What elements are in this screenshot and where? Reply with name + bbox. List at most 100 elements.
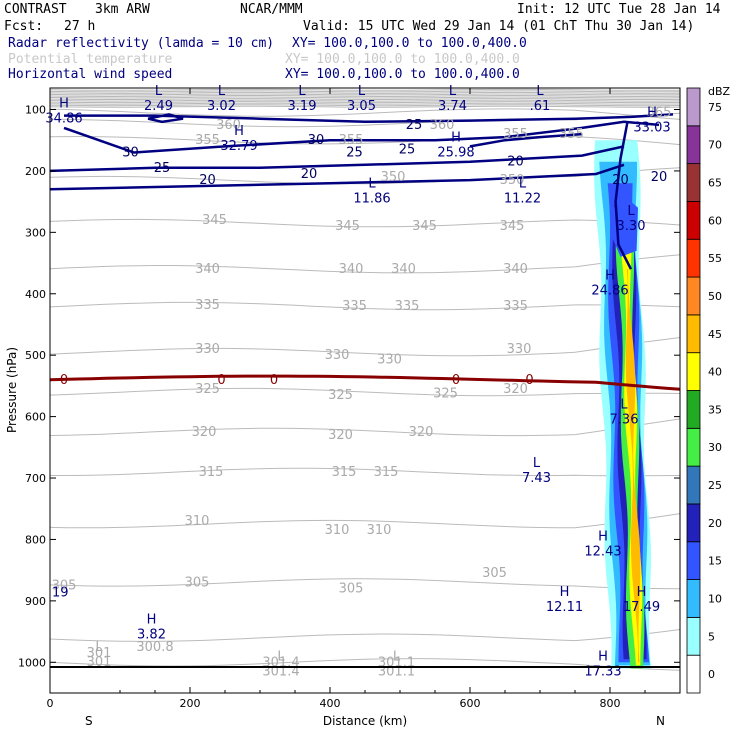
colorbar-swatch (686, 390, 701, 429)
field-2-xy: XY= 100.0,100.0 to 100.0,400.0 (285, 52, 520, 67)
x-tick-label: 400 (320, 697, 341, 710)
extremum-value: 11.86 (353, 191, 390, 206)
colorbar-label: 0 (708, 668, 715, 681)
y-axis-label: Pressure (hPa) (5, 347, 19, 433)
wind-contour (147, 113, 184, 124)
wind-label: 30 (308, 133, 325, 148)
theta-label: 315 (374, 465, 399, 480)
extremum-kind: L (277, 649, 285, 664)
theta-contour (49, 254, 681, 274)
wind-contour (49, 163, 625, 191)
colorbar-swatch (686, 654, 701, 694)
field-3-xy: XY= 100.0,100.0 to 100.0,400.0 (285, 67, 520, 82)
extremum-value: 25.98 (437, 145, 474, 160)
extremum-value: 12.43 (584, 545, 621, 560)
y-tick-label: 800 (25, 533, 46, 546)
freezing-level-label: 0 (217, 373, 225, 388)
colorbar-swatch (686, 579, 701, 618)
theta-contour (49, 658, 681, 671)
theta-label: 310 (325, 523, 350, 538)
theta-dense-line (49, 105, 681, 108)
theta-contour (49, 629, 681, 642)
theta-label: 330 (325, 348, 350, 363)
theta-label: 340 (195, 262, 220, 277)
field-1-name: Radar reflectivity (lamda = 10 cm) (8, 36, 274, 51)
theta-label: 300.8 (136, 640, 173, 655)
theta-dense-line (49, 101, 681, 104)
x-end-left: S (85, 714, 93, 728)
wind-label: 20 (612, 173, 629, 188)
extremum-kind: L (620, 397, 628, 412)
fcst-label: Fcst: (4, 19, 43, 34)
extremum-value: 7.36 (610, 412, 639, 427)
extremum-kind: H (147, 612, 157, 627)
theta-label: 315 (332, 465, 357, 480)
colorbar-swatch (686, 616, 701, 656)
extrema-labels: L2.49L3.02L3.19L3.05L3.74L.61H34.86H32.7… (45, 84, 670, 679)
y-tick-label: 1000 (18, 656, 46, 669)
y-tick-label: 300 (25, 226, 46, 239)
extremum-value: 3.30 (617, 219, 646, 234)
colorbar-swatch (686, 125, 701, 165)
y-tick-label: 200 (25, 165, 46, 178)
colorbar-label: 45 (708, 328, 722, 341)
plot-area: 0 0 0 0 0 301.4 301.1 300.8 301 305 305 305 305 310 3… (45, 84, 681, 694)
extremum-kind: L (627, 204, 635, 219)
theta-contour (49, 578, 681, 590)
colorbar-label: 35 (708, 403, 722, 416)
extremum-kind: H (637, 585, 647, 600)
theta-contour (49, 135, 681, 146)
y-tick-label: 600 (25, 411, 46, 424)
extremum-kind: H (605, 268, 615, 283)
theta-dense-line (49, 102, 681, 105)
colorbar-label: 75 (708, 101, 722, 114)
colorbar-label: 50 (708, 290, 722, 303)
field-1-xy: XY= 100.0,100.0 to 100.0,400.0 (292, 36, 527, 51)
freezing-level-labels: 0 0 0 0 0 (60, 373, 534, 388)
colorbar-swatch (686, 541, 701, 580)
freezing-level-label: 0 (452, 373, 460, 388)
theta-dense-line (49, 91, 681, 94)
plot-background (50, 88, 680, 693)
valid-time: Valid: 15 UTC Wed 29 Jan 14 (01 ChT Thu … (303, 19, 694, 34)
colorbar-label: 25 (708, 479, 722, 492)
theta-label: 320 (503, 382, 528, 397)
theta-label: 305 (482, 566, 507, 581)
theta-label: 345 (202, 213, 227, 228)
theta-contour (49, 301, 681, 311)
wind-label: 20 (199, 173, 216, 188)
theta-label: 301 (87, 646, 112, 661)
theta-contour (49, 513, 681, 529)
extremum-value: 32.79 (220, 139, 257, 154)
colorbar-label: 55 (708, 252, 722, 265)
extremum-value: 33.03 (633, 121, 670, 136)
wind-label: 25 (154, 161, 171, 176)
reflectivity-field (594, 140, 652, 669)
extremum-kind: L (449, 84, 457, 99)
colorbar-swatch (686, 238, 701, 278)
theta-label: 345 (500, 219, 525, 234)
x-tick-label: 800 (600, 697, 621, 710)
wind-contour (614, 121, 633, 270)
theta-label: 360 (216, 118, 241, 133)
colorbar-label: 40 (708, 366, 722, 379)
colorbar-swatch (686, 163, 701, 202)
extremum-kind: H (647, 106, 657, 121)
colorbar-swatch (686, 503, 701, 543)
extremum-value: 17.33 (584, 664, 621, 679)
y-tick-label: 100 (25, 103, 46, 116)
extremum-value: 3.82 (137, 627, 166, 642)
theta-label: 350 (500, 173, 525, 188)
theta-label: 340 (339, 262, 364, 277)
colorbar-label: 70 (708, 139, 722, 152)
theta-label: 335 (342, 299, 367, 314)
freezing-level-label: 0 (270, 373, 278, 388)
theta-dense-line (49, 98, 681, 100)
extremum-kind: H (451, 130, 461, 145)
freezing-level-label: 0 (525, 373, 533, 388)
wind-label: 25 (406, 118, 423, 133)
extremum-value: 34.86 (45, 111, 82, 126)
theta-label: 305 (52, 579, 77, 594)
theta-label: 355 (503, 127, 528, 142)
